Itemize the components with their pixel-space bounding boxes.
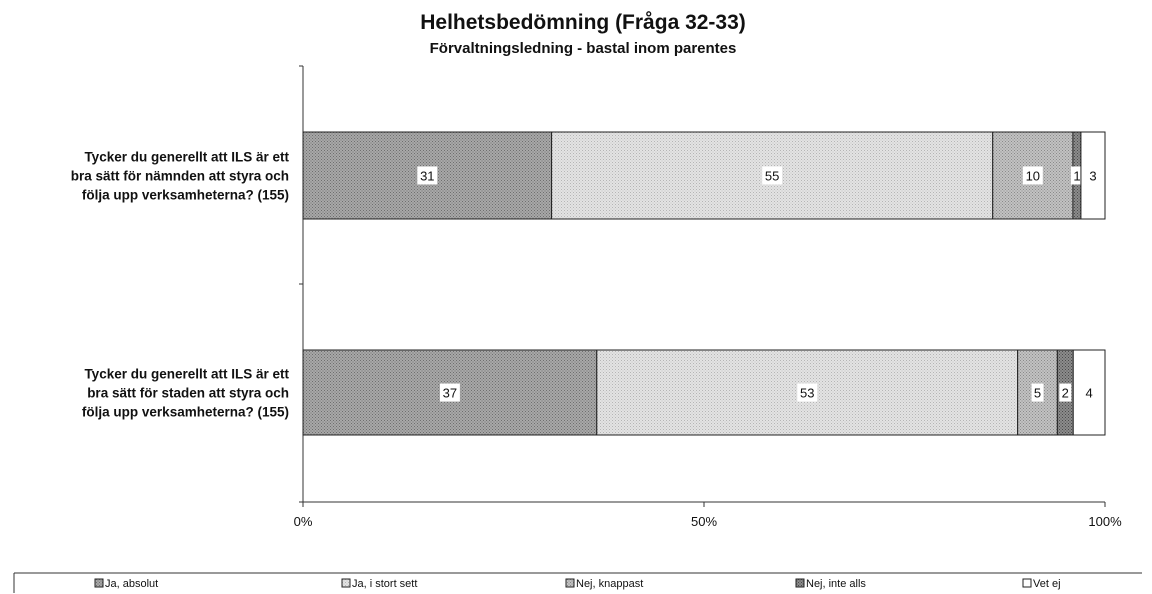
x-tick-label: 50% bbox=[691, 514, 717, 529]
data-label-bg bbox=[1031, 383, 1044, 402]
data-label-bg bbox=[762, 166, 783, 185]
category-label: Tycker du generellt att ILS är ett bra sä… bbox=[82, 367, 290, 420]
legend-label: Nej, knappast bbox=[576, 578, 643, 590]
data-label: 2 bbox=[1062, 386, 1069, 401]
data-label-bg bbox=[1059, 383, 1072, 402]
data-label-bg bbox=[1022, 166, 1043, 185]
legend-label: Ja, absolut bbox=[105, 578, 158, 590]
legend-swatch bbox=[1022, 578, 1032, 588]
data-label-bg bbox=[417, 166, 438, 185]
data-label-bg bbox=[439, 383, 460, 402]
legend-label: Ja, i stort sett bbox=[352, 578, 417, 590]
legend-swatch bbox=[341, 578, 351, 588]
data-label: 1 bbox=[1073, 169, 1080, 184]
legend: Ja, absolut Ja, i stort sett Nej, knappast… bbox=[13, 572, 1142, 593]
bar-segment bbox=[1080, 131, 1106, 220]
data-label: 53 bbox=[800, 386, 814, 401]
data-label-bg bbox=[797, 383, 818, 402]
plot-area: 0% 50% 100% 31 55 10 1 3 Tycker du generellt att… bbox=[71, 65, 1122, 529]
data-label: 3 bbox=[1089, 169, 1096, 184]
legend-label: Nej, inte alls bbox=[806, 578, 866, 590]
legend-swatch bbox=[795, 578, 805, 588]
data-label-bg bbox=[1070, 166, 1083, 185]
data-label: 55 bbox=[765, 169, 779, 184]
data-label: 10 bbox=[1026, 169, 1040, 184]
legend-label: Vet ej bbox=[1033, 578, 1061, 590]
data-label: 5 bbox=[1034, 386, 1041, 401]
data-label: 4 bbox=[1086, 386, 1093, 401]
legend-swatch bbox=[94, 578, 104, 588]
data-label: 37 bbox=[443, 386, 457, 401]
data-label: 31 bbox=[420, 169, 434, 184]
x-tick-label: 0% bbox=[294, 514, 313, 529]
chart-title: Helhetsbedömning (Fråga 32-33) bbox=[420, 11, 746, 34]
chart-subtitle: Förvaltningsledning - bastal inom parent… bbox=[430, 40, 737, 57]
x-tick-label: 100% bbox=[1088, 514, 1122, 529]
legend-swatch bbox=[565, 578, 575, 588]
bar-segment bbox=[1072, 349, 1106, 436]
category-label: Tycker du generellt att ILS är ett bra sä… bbox=[71, 150, 290, 203]
